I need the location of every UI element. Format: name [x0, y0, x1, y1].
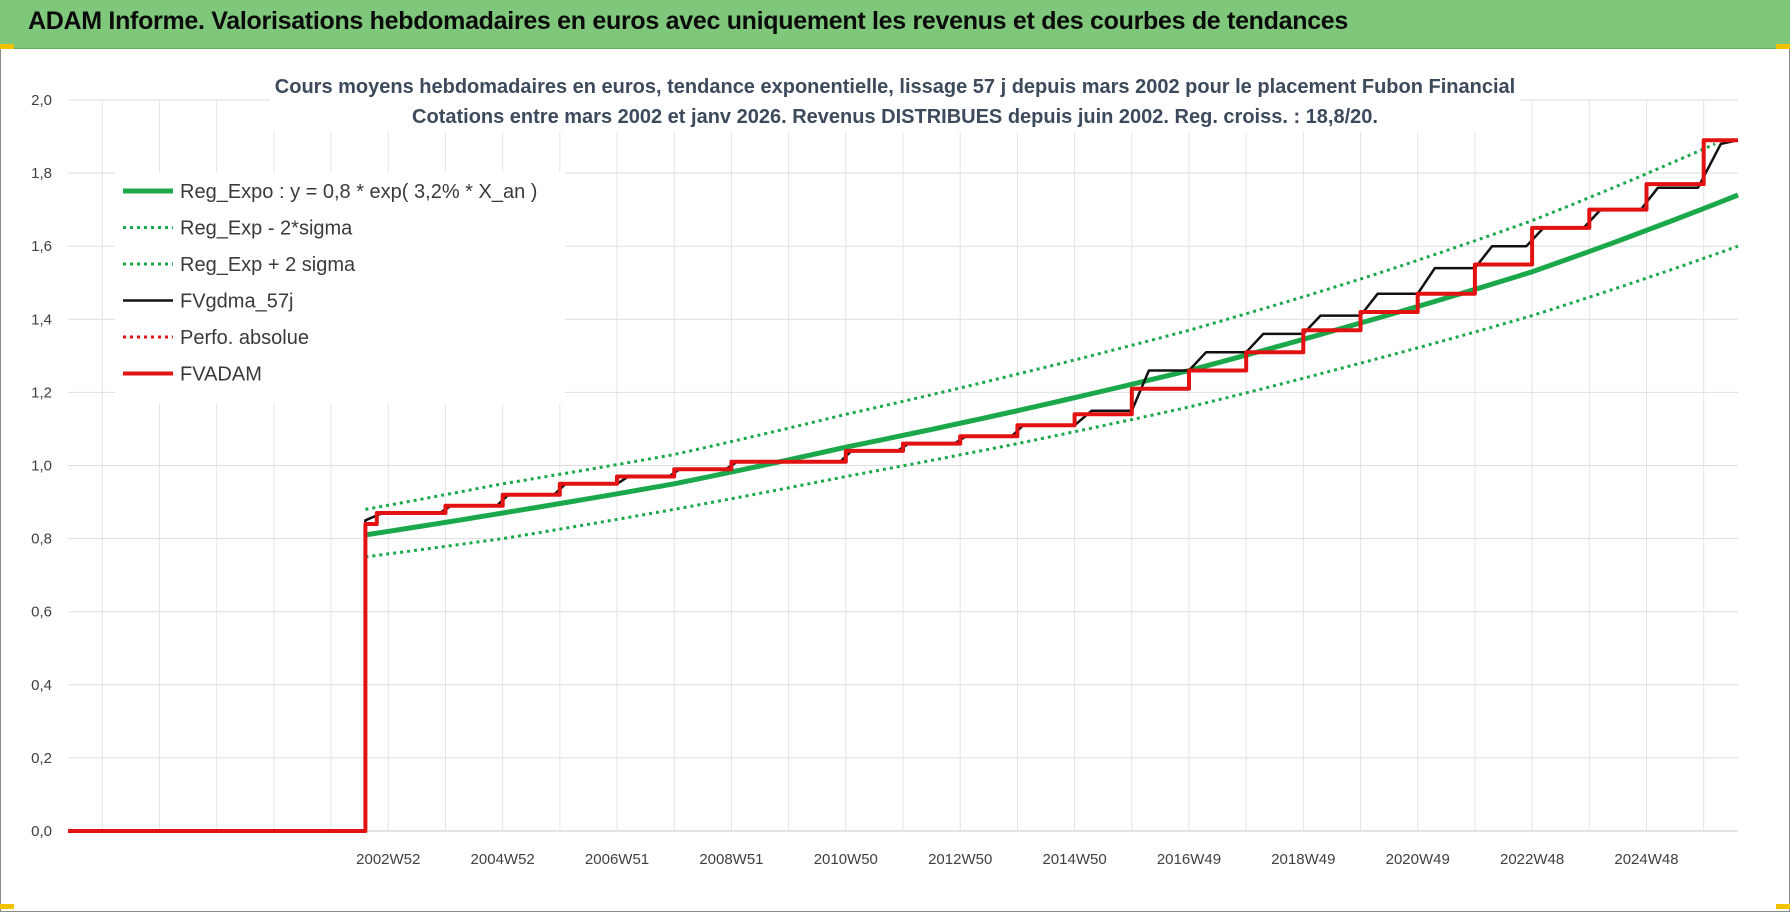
y-tick-label: 1,2 — [31, 384, 52, 401]
y-tick-label: 1,8 — [31, 165, 52, 182]
x-tick-label: 2020W49 — [1386, 851, 1450, 868]
legend-label: FVADAM — [180, 364, 262, 386]
chart-subtitle: Cotations entre mars 2002 et janv 2026. … — [412, 106, 1378, 128]
y-tick-label: 1,6 — [31, 238, 52, 255]
title-background — [270, 70, 1520, 132]
x-tick-label: 2014W50 — [1042, 851, 1106, 868]
x-tick-label: 2022W48 — [1500, 851, 1564, 868]
y-tick-label: 0,0 — [31, 823, 52, 840]
y-tick-label: 2,0 — [31, 92, 52, 109]
legend-label: Reg_Exp - 2*sigma — [180, 218, 353, 240]
corner-marker-top-left — [0, 44, 14, 49]
chart-legend: Reg_Expo : y = 0,8 * exp( 3,2% * X_an ) R… — [123, 181, 537, 386]
y-tick-label: 0,8 — [31, 531, 52, 548]
x-tick-label: 2002W52 — [356, 851, 420, 868]
corner-marker-top-right — [1776, 44, 1790, 49]
y-tick-label: 0,4 — [31, 677, 52, 694]
x-tick-label: 2004W52 — [471, 851, 535, 868]
x-tick-label: 2012W50 — [928, 851, 992, 868]
legend-label: Reg_Expo : y = 0,8 * exp( 3,2% * X_an ) — [180, 181, 537, 203]
series-line-5 — [68, 138, 1738, 833]
x-tick-label: 2018W49 — [1271, 851, 1335, 868]
y-tick-label: 0,6 — [31, 604, 52, 621]
legend-background — [115, 172, 565, 404]
x-tick-label: 2024W48 — [1614, 851, 1678, 868]
legend-label: FVgdma_57j — [180, 291, 293, 313]
corner-marker-bottom-right — [1776, 904, 1790, 909]
x-tick-label: 2016W49 — [1157, 851, 1221, 868]
y-tick-label: 1,0 — [31, 458, 52, 475]
chart-series — [68, 138, 1739, 833]
x-tick-label: 2006W51 — [585, 851, 649, 868]
legend-label: Reg_Exp + 2 sigma — [180, 254, 356, 276]
series-line-2 — [365, 142, 1716, 511]
x-tick-label: 2008W51 — [699, 851, 763, 868]
x-tick-label: 2010W50 — [814, 851, 878, 868]
y-tick-label: 0,2 — [31, 750, 52, 767]
legend-label: Perfo. absolue — [180, 327, 309, 349]
y-tick-label: 1,4 — [31, 311, 52, 328]
corner-marker-bottom-left — [0, 904, 14, 909]
page-title: ADAM Informe. Valorisations hebdomadaire… — [28, 7, 1349, 35]
y-axis-ticks: 0,0 0,2 0,4 0,6 0,8 1,0 1,2 1,4 1,6 1,8 2,0 — [31, 92, 52, 840]
page-header: ADAM Informe. Valorisations hebdomadaire… — [0, 0, 1790, 49]
chart-title: Cours moyens hebdomadaires en euros, ten… — [275, 76, 1515, 98]
x-axis-ticks: 2002W52 2004W52 2006W51 2008W51 2010W50 2012W… — [356, 851, 1678, 868]
series-line-1 — [365, 244, 1739, 559]
